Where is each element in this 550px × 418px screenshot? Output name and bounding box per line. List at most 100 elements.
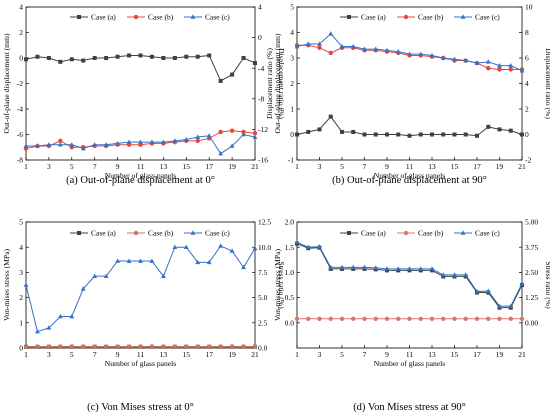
series-case-a [24,53,257,83]
data-point [172,244,178,249]
data-point [463,57,469,63]
data-point [396,316,401,321]
data-point [46,56,51,60]
x-tick-label: 3 [47,350,51,359]
data-point [385,132,389,137]
legend: Case (a) Case (b) Case (c) [70,229,230,238]
data-point [252,131,258,136]
data-point [440,272,446,277]
data-point [497,63,502,68]
x-tick-label: 21 [251,350,259,359]
chart-d: 1 3 5 7 9 11 13 15 17 19 210.00.51.01.52.00.001.25… [273,218,550,413]
data-point [252,245,258,251]
data-point [463,132,468,137]
data-point [229,344,235,349]
x-tick-label: 17 [473,162,481,171]
panel-caption: (d) Von Mises stress at 90° [353,402,466,413]
series-line [296,241,523,307]
data-point [149,139,155,144]
data-point [126,258,132,263]
series-case-c [23,243,258,334]
data-point [474,316,480,321]
panel-caption: (b) Out-of-plane displacement at 90° [332,175,487,186]
x-tick-label: 11 [406,350,413,359]
data-point [339,316,345,321]
data-point [23,143,29,148]
data-point [373,46,379,51]
data-point [407,133,412,138]
series-line [25,54,256,82]
data-point [195,138,200,144]
x-axis-label: Number of glass panels [374,359,446,368]
y2-tick-label: -8 [258,94,264,103]
y-tick-label: -6 [17,130,23,139]
plot-frame [25,6,256,161]
data-point [80,286,86,291]
data-point [35,54,40,59]
data-point [126,344,132,349]
data-point [452,272,457,277]
data-point [229,143,235,148]
y-axis-label: Von-mises stress (MPa) [2,249,11,321]
x-tick-label: 15 [451,350,459,359]
data-point [497,67,502,72]
x-tick-label: 1 [24,162,28,171]
x-tick-label: 7 [93,350,97,359]
x-tick-label: 17 [205,162,213,171]
data-point [183,137,189,142]
data-point [362,264,367,270]
data-point [520,132,524,137]
legend: Case (a) Case (b) Case (c) [340,13,500,22]
x-tick-label: 11 [137,350,144,359]
data-point [81,58,86,63]
x-tick-label: 9 [116,162,120,171]
panel-caption: (c) Von Mises stress at 0° [87,402,194,413]
legend-label: Case (b) [148,13,174,22]
data-point [463,316,468,321]
x-tick-label: 9 [385,162,389,171]
data-point [23,344,29,349]
series-line [296,243,523,309]
data-point [440,55,446,60]
data-point [317,127,322,132]
legend-label: Case (a) [91,229,116,238]
data-point [58,59,63,64]
x-tick-label: 5 [340,350,344,359]
data-point [508,128,513,133]
series-case-c [294,31,525,73]
y-tick-label: -2 [17,79,23,88]
data-point [57,142,63,147]
data-point [519,280,525,286]
data-point [138,344,143,349]
y2-tick-label: 7.5 [258,268,268,277]
data-point [35,143,40,148]
data-point [207,53,212,58]
y2-tick-label: 0 [525,130,529,139]
y2-tick-label: 0.0 [258,344,268,353]
x-tick-label: 17 [205,350,213,359]
data-point [350,43,356,49]
data-point [103,273,109,278]
data-point [46,344,52,349]
data-point [519,68,525,73]
chart-b: 1 3 5 7 9 11 13 15 17 19 21-1012345-20246810Number… [265,3,550,186]
x-tick-label: 7 [363,350,367,359]
x-tick-label: 15 [183,350,191,359]
data-point [195,134,201,139]
data-point [418,316,423,321]
data-point [126,139,132,144]
data-point [103,142,109,147]
data-point [328,31,334,36]
data-point [418,266,424,271]
y-tick-label: -4 [17,105,23,114]
y2-tick-label: 5.0 [258,293,268,302]
y-tick-label: 0 [19,344,23,353]
x-tick-label: 13 [160,162,168,171]
x-tick-label: 13 [428,162,436,171]
legend-label: Case (c) [205,13,230,22]
data-point [350,264,356,270]
data-point [317,45,322,50]
data-point [229,128,235,133]
x-tick-label: 19 [496,162,504,171]
